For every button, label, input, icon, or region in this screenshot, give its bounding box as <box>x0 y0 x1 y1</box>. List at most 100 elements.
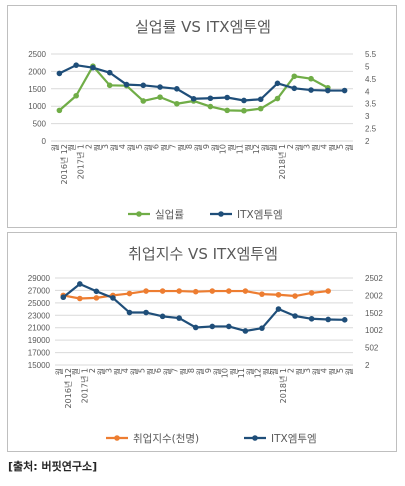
series-point-2 <box>192 324 199 331</box>
x-tick-text: 3 <box>303 144 312 149</box>
x-tick-text: 월 <box>112 368 122 375</box>
series-point-1 <box>192 288 199 295</box>
x-tick-label: 월 2016년 12 <box>50 144 69 184</box>
series-point-2 <box>291 85 298 92</box>
x-tick-text: 5 <box>336 144 345 149</box>
legend-label: ITX엠투엠 <box>271 433 317 445</box>
series-point-1 <box>73 92 79 99</box>
series-point-2 <box>274 80 281 87</box>
series-point-2 <box>143 309 149 316</box>
series-point-2 <box>73 62 79 68</box>
series-point-1 <box>242 288 249 294</box>
series-point-2 <box>308 87 314 93</box>
series-point-2 <box>224 94 230 101</box>
x-tick-text: 월 <box>67 144 77 151</box>
y-right-tick-label: 2 <box>365 361 370 370</box>
series-point-2 <box>140 82 147 89</box>
x-tick-text: 월 <box>70 368 80 375</box>
x-tick-text: 월 <box>195 368 205 375</box>
series-point-2 <box>157 84 163 90</box>
series-point-1 <box>157 94 163 100</box>
y-left-tick-label: 15000 <box>28 361 51 370</box>
y-left-tick-label: 2500 <box>28 50 46 59</box>
legend-swatch-marker <box>114 435 120 441</box>
series-point-2 <box>176 315 182 321</box>
x-tick-text: 월 <box>92 144 102 151</box>
y-left-tick-label: 25000 <box>28 299 51 308</box>
x-tick-text: 2018년 1 <box>278 368 288 403</box>
series-point-2 <box>123 81 130 88</box>
series-point-1 <box>209 288 216 294</box>
legend-label: 취업지수(천명) <box>133 432 199 445</box>
series-point-2 <box>226 323 232 330</box>
x-tick-text: 월 <box>327 144 337 151</box>
x-tick-text: 12 <box>252 144 261 154</box>
x-tick-text: 3 <box>104 368 113 373</box>
x-tick-text: 12 <box>253 368 262 378</box>
x-tick-text: 4 <box>320 368 329 373</box>
x-tick-text: 월 <box>96 368 106 375</box>
legend-label: ITX엠투엠 <box>237 209 283 221</box>
x-tick-text: 2017년 1 <box>76 144 86 179</box>
x-tick-label: 10 월 <box>219 144 237 154</box>
series-point-2 <box>93 288 100 295</box>
y-right-tick-label: 2502 <box>365 274 383 283</box>
series-point-2 <box>257 96 264 103</box>
series-point-1 <box>176 288 182 294</box>
x-tick-text: 2017년 1 <box>79 368 89 403</box>
series-point-2 <box>126 309 133 316</box>
x-tick-text: 8 <box>185 144 194 149</box>
x-tick-text: 2016년 12 <box>59 144 69 184</box>
x-tick-text: 월 <box>176 144 186 151</box>
x-tick-text: 4 <box>118 144 127 149</box>
chart-panel-employment: 취업지수 VS ITX엠투엠 15000 17000 19000 21000 23000 2… <box>7 232 397 452</box>
series-point-2 <box>77 281 83 287</box>
series-point-2 <box>90 64 96 71</box>
series-point-1 <box>241 107 247 114</box>
x-tick-text: 3 <box>303 368 312 373</box>
x-tick-label: 11 월 <box>237 368 255 378</box>
series-point-2 <box>242 328 249 334</box>
x-tick-text: 월 <box>311 368 321 375</box>
y-right-tick-label: 1002 <box>365 326 383 335</box>
x-tick-label: 12 월 <box>253 368 271 378</box>
x-tick-text: 11 <box>237 368 246 378</box>
y-left-tick-label: 19000 <box>28 336 51 345</box>
y-right-tick-label: 5.5 <box>365 50 377 59</box>
y-right-tick-label: 502 <box>365 344 379 353</box>
x-tick-text: 5 <box>336 368 345 373</box>
y-left-tick-label: 500 <box>33 120 47 129</box>
x-tick-text: 월 <box>344 368 354 375</box>
x-tick-label: 월 2017년 1 <box>70 368 89 403</box>
legend-label: 실업률 <box>155 208 184 221</box>
series-point-1 <box>325 288 331 294</box>
x-tick-text: 월 <box>193 144 203 151</box>
legend-swatch-marker <box>218 211 224 217</box>
x-tick-text: 월 <box>344 144 354 151</box>
series-point-2 <box>106 69 113 76</box>
series-point-2 <box>209 323 216 330</box>
chart-title: 취업지수 VS ITX엠투엠 <box>128 245 278 263</box>
series-point-2 <box>325 87 331 94</box>
x-tick-text: 월 <box>50 144 60 151</box>
chart-employment-vs-itx: 취업지수 VS ITX엠투엠 15000 17000 19000 21000 23000 2… <box>28 245 384 445</box>
y-left-tick-label: 0 <box>42 137 47 146</box>
x-tick-text: 월 <box>260 144 270 151</box>
y-left-tick-label: 2000 <box>28 67 46 76</box>
series-point-1 <box>308 75 314 82</box>
series-point-2 <box>159 313 166 320</box>
x-tick-text: 월 <box>245 368 255 375</box>
series-point-1 <box>143 288 149 294</box>
y-left-tick-label: 21000 <box>28 324 51 333</box>
series-point-2 <box>275 306 282 312</box>
